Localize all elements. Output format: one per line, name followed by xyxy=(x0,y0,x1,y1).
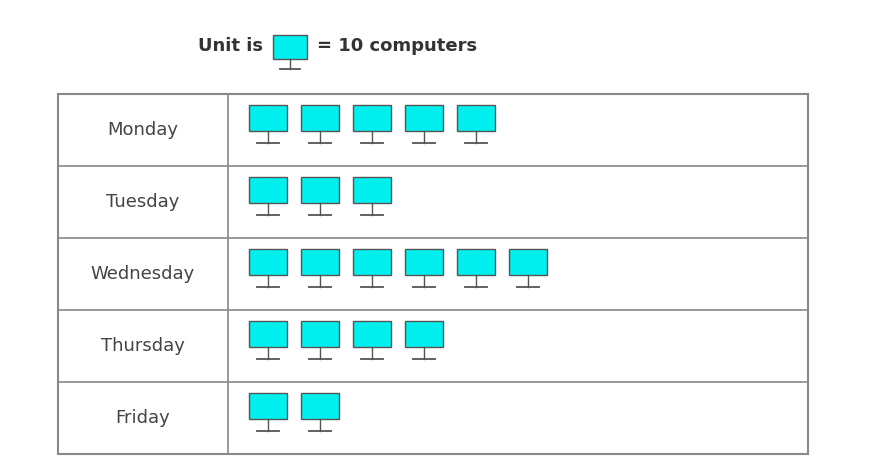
FancyBboxPatch shape xyxy=(301,320,339,347)
FancyBboxPatch shape xyxy=(249,320,287,347)
FancyBboxPatch shape xyxy=(508,249,547,275)
FancyBboxPatch shape xyxy=(405,320,442,347)
FancyBboxPatch shape xyxy=(405,104,442,131)
FancyBboxPatch shape xyxy=(353,177,390,203)
Text: = 10 computers: = 10 computers xyxy=(316,37,476,55)
Text: Thursday: Thursday xyxy=(101,337,185,355)
FancyBboxPatch shape xyxy=(301,177,339,203)
Text: Friday: Friday xyxy=(116,409,170,427)
Text: Unit is: Unit is xyxy=(198,37,262,55)
FancyBboxPatch shape xyxy=(353,320,390,347)
FancyBboxPatch shape xyxy=(301,104,339,131)
Text: Tuesday: Tuesday xyxy=(106,193,180,211)
FancyBboxPatch shape xyxy=(301,393,339,419)
FancyBboxPatch shape xyxy=(353,104,390,131)
FancyBboxPatch shape xyxy=(353,249,390,275)
FancyBboxPatch shape xyxy=(301,249,339,275)
FancyBboxPatch shape xyxy=(249,104,287,131)
Text: Monday: Monday xyxy=(108,121,178,139)
FancyBboxPatch shape xyxy=(456,104,494,131)
Text: Wednesday: Wednesday xyxy=(90,265,195,283)
FancyBboxPatch shape xyxy=(249,177,287,203)
FancyBboxPatch shape xyxy=(405,249,442,275)
FancyBboxPatch shape xyxy=(273,35,307,59)
FancyBboxPatch shape xyxy=(249,249,287,275)
FancyBboxPatch shape xyxy=(249,393,287,419)
FancyBboxPatch shape xyxy=(456,249,494,275)
